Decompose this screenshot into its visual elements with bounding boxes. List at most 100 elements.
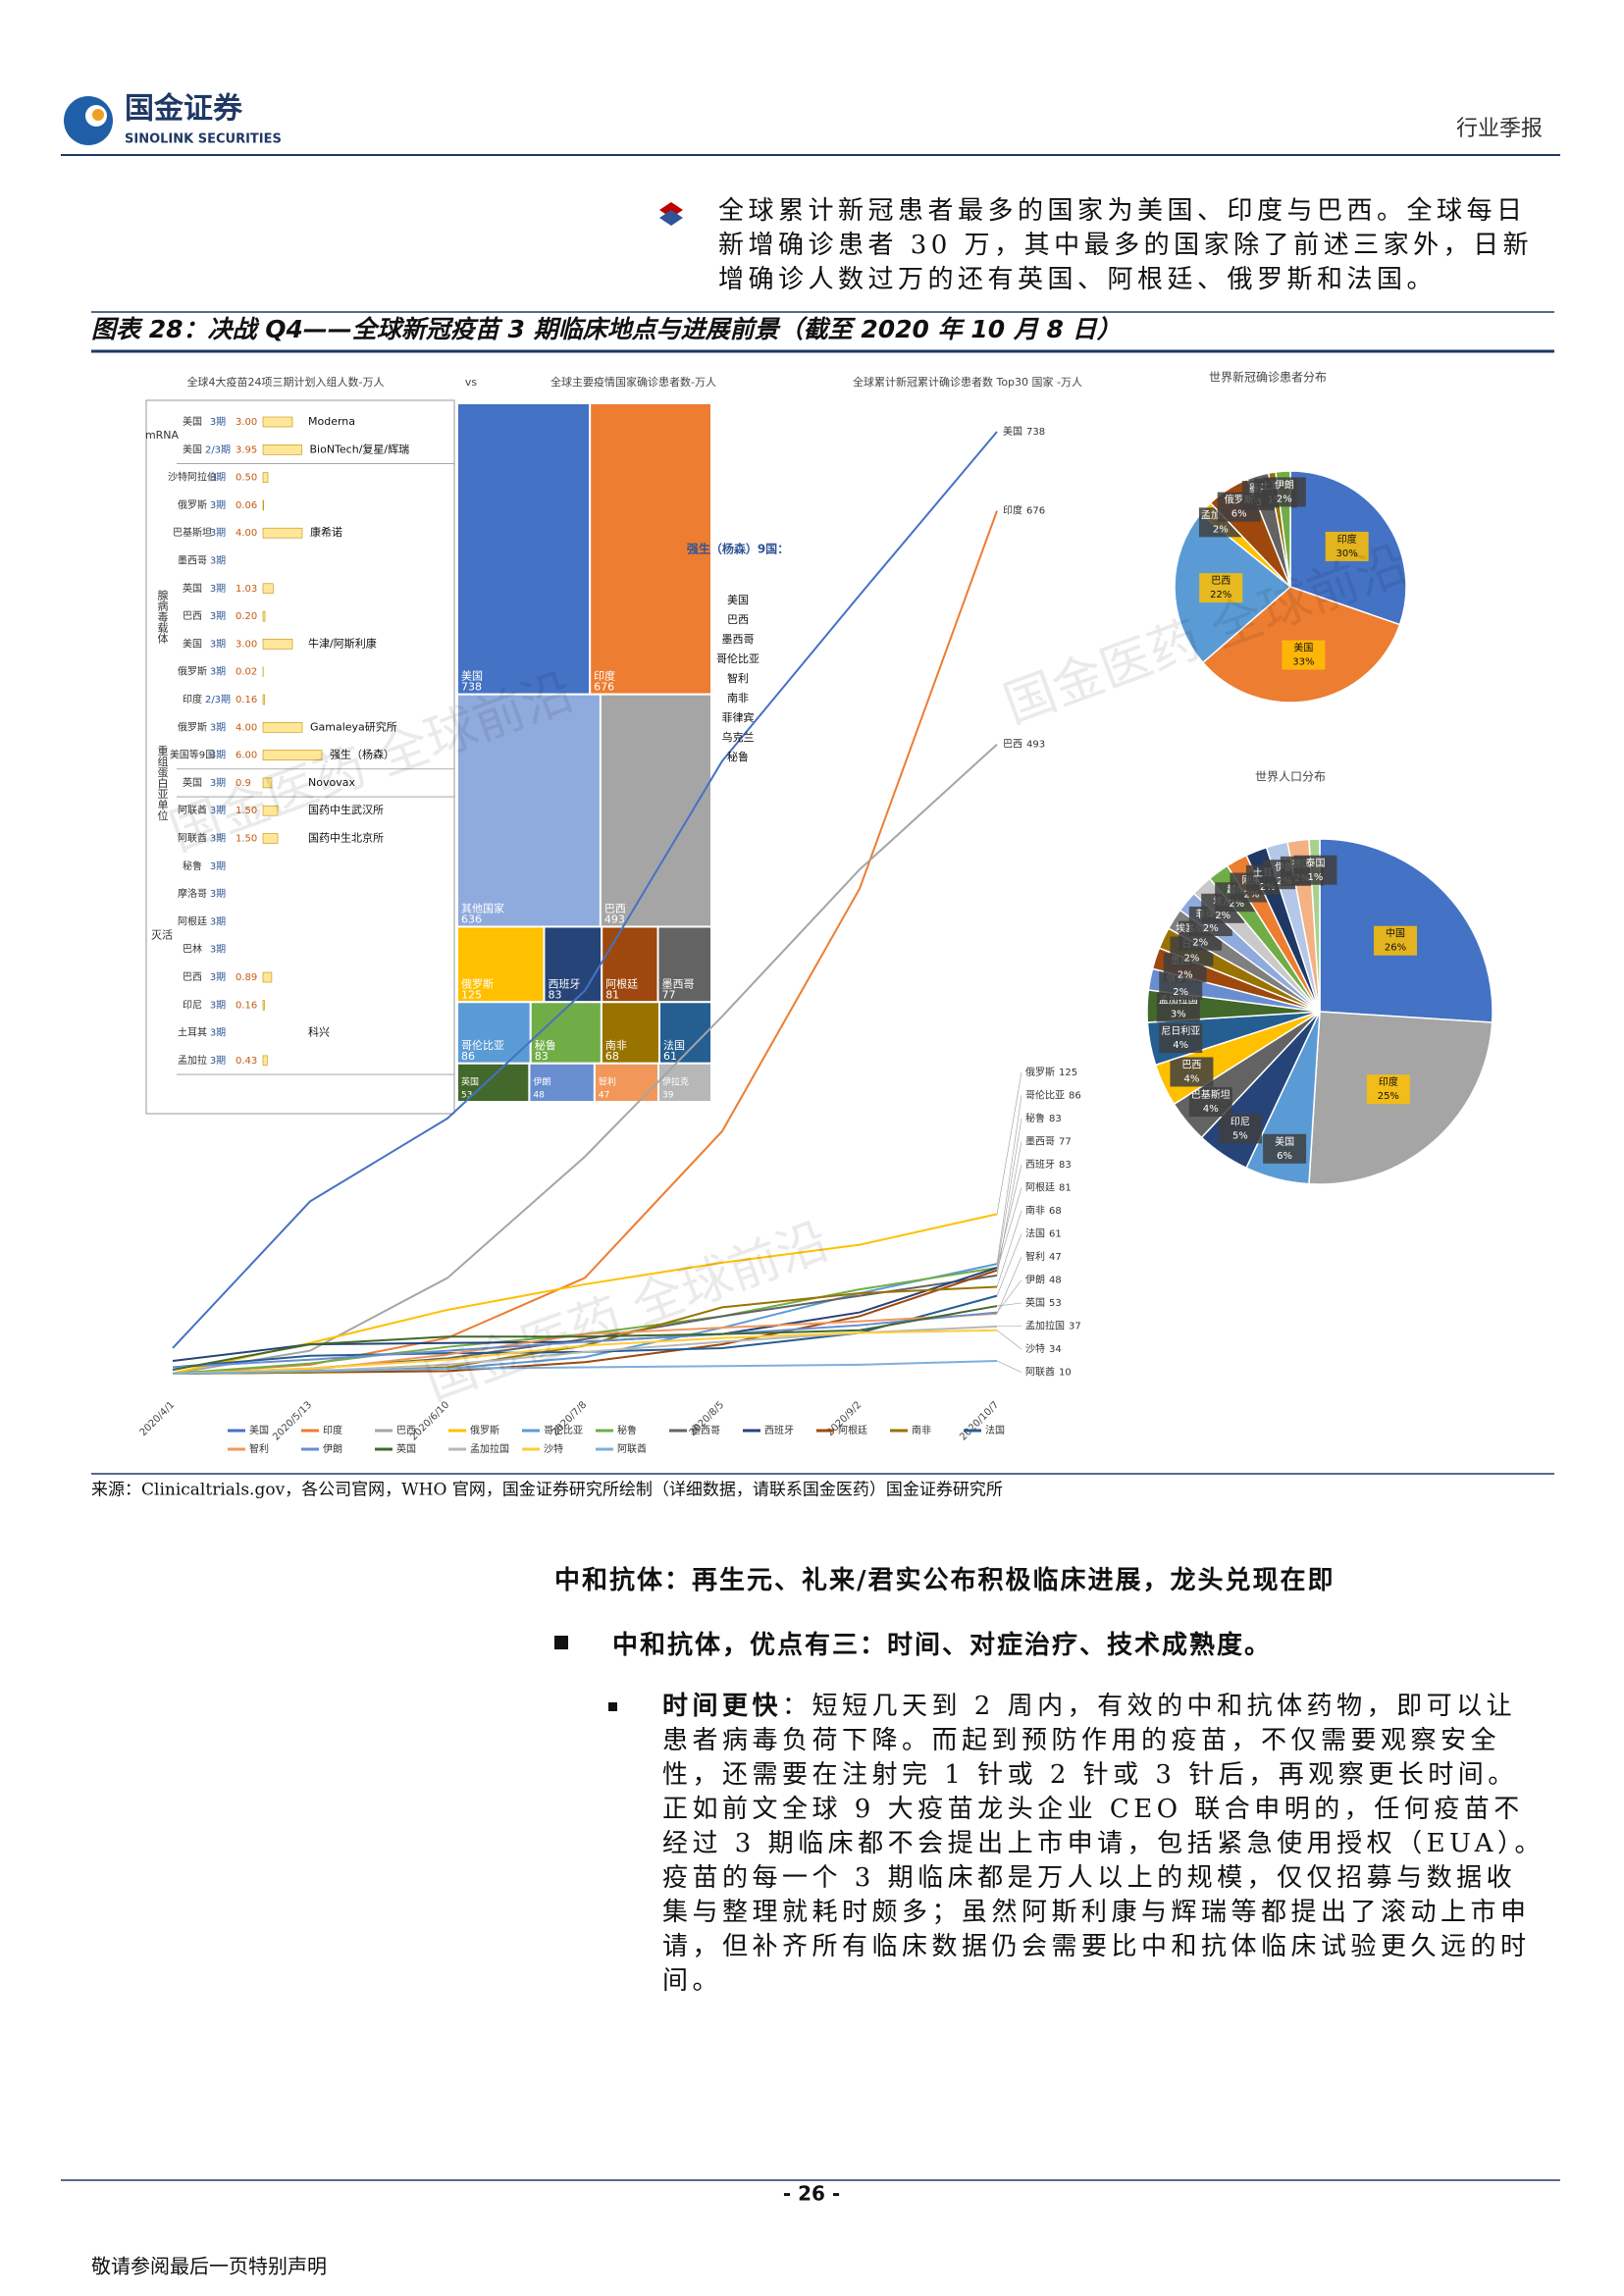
- annotation-country: 巴西: [727, 613, 749, 626]
- end-label-name: 哥伦比亚: [1025, 1089, 1065, 1102]
- slice-name: 印度: [1337, 533, 1357, 546]
- enrollment-bar: [262, 750, 323, 760]
- end-label-name: 墨西哥: [1025, 1136, 1055, 1148]
- slice-value: 30%: [1336, 548, 1358, 559]
- country: 阿联酋: [178, 832, 207, 845]
- treemap-label: 墨西哥: [662, 977, 695, 990]
- enrollment-bar: [262, 805, 279, 816]
- legend-label: 伊朗: [323, 1443, 342, 1455]
- end-label-name: 法国: [1025, 1227, 1045, 1240]
- enrollment-bar: [262, 777, 273, 789]
- legend-label: 美国: [249, 1424, 269, 1436]
- value-label: 3.95: [236, 444, 257, 455]
- legend-label: 阿联酋: [617, 1442, 647, 1455]
- series-line: [172, 1329, 998, 1375]
- company: Moderna: [308, 415, 355, 428]
- slice-name: 美国: [1275, 1135, 1294, 1148]
- enrollment-bar: [262, 416, 293, 428]
- treemap-value: 493: [604, 913, 625, 925]
- sub-point: 时间更快：短短几天到 2 周内，有效的中和抗体药物，即可以让患者病毒负荷下降。而…: [662, 1690, 1545, 1999]
- label-box: [1199, 573, 1243, 603]
- end-label-value: 738: [1026, 427, 1045, 438]
- phase: 3期: [210, 583, 226, 595]
- end-label-value: 125: [1059, 1068, 1077, 1078]
- enrollment-bar: [262, 472, 269, 483]
- end-label: 西班牙 83: [1025, 1159, 1072, 1171]
- watermark: 国金医药 全球前沿: [417, 1212, 836, 1412]
- label-box: [1366, 1074, 1410, 1105]
- value-label: 0.02: [236, 667, 257, 678]
- annotation-country: 美国: [727, 594, 749, 606]
- vs-label: vs: [465, 376, 478, 389]
- treemap-label: 法国: [663, 1038, 685, 1052]
- leader-line: [996, 1360, 1022, 1373]
- phase: 3期: [210, 1055, 226, 1067]
- treemap-value: 125: [461, 988, 482, 1001]
- label-box: [1282, 640, 1326, 670]
- leader-line: [996, 1164, 1022, 1269]
- end-label-value: 81: [1059, 1183, 1072, 1194]
- leader-line: [996, 1187, 1022, 1271]
- sub-bullet: [608, 1702, 617, 1711]
- value-label: 0.20: [236, 611, 257, 622]
- legend-label: 巴西: [396, 1425, 416, 1436]
- annotation-title: 强生（杨森）9国：: [687, 542, 789, 556]
- disclaimer: 敬请参阅最后一页特别声明: [91, 2255, 327, 2278]
- slice-value: 2%: [1244, 890, 1260, 901]
- country: 美国: [183, 443, 202, 455]
- label-box: [1263, 1133, 1307, 1164]
- treemap-value: 77: [662, 988, 676, 1001]
- company: BioNTech/复星/辉瑞: [310, 442, 410, 455]
- treemap-cell: [456, 693, 602, 928]
- treemap-value: 86: [461, 1050, 475, 1063]
- end-label-value: 53: [1049, 1298, 1062, 1309]
- legend-label: 南非: [912, 1424, 931, 1436]
- leader-line: [996, 1233, 1022, 1296]
- country: 摩洛哥: [178, 887, 207, 900]
- phase: 3期: [210, 638, 226, 650]
- treemap-label: 印度: [594, 669, 615, 683]
- end-label-name: 南非: [1025, 1204, 1045, 1217]
- treemap-value: 47: [599, 1091, 609, 1101]
- enrollment-bar: [262, 694, 265, 705]
- country: 阿联酋: [178, 804, 207, 816]
- intro-text: 全球累计新冠患者最多的国家为美国、印度与巴西。全球每日新增确诊患者 30 万，其…: [718, 196, 1534, 294]
- treemap-cell: [528, 1062, 596, 1103]
- value-label: 1.50: [236, 834, 257, 845]
- country: 俄罗斯: [178, 720, 207, 733]
- end-label-value: 676: [1026, 506, 1045, 517]
- label-box: [1188, 1086, 1232, 1117]
- end-label: 阿根廷 81: [1025, 1181, 1072, 1194]
- end-label: 印度 676: [1003, 504, 1045, 517]
- slice-value: 4%: [1203, 1104, 1219, 1115]
- end-label: 沙特 34: [1025, 1343, 1062, 1355]
- legend-label: 墨西哥: [691, 1425, 720, 1436]
- end-label-value: 10: [1059, 1368, 1072, 1379]
- treemap-cell: [593, 1062, 659, 1103]
- end-label-value: 83: [1049, 1114, 1062, 1124]
- company: 科兴: [308, 1025, 330, 1039]
- end-label-name: 阿联酋: [1025, 1366, 1055, 1379]
- end-label: 秘鲁 83: [1025, 1112, 1062, 1124]
- phase: 3期: [210, 527, 226, 539]
- value-label: 3.00: [236, 639, 257, 650]
- phase: 3期: [210, 915, 226, 927]
- slice-value: 2%: [1183, 954, 1199, 965]
- legend-label: 秘鲁: [617, 1424, 637, 1436]
- treemap-value: 83: [548, 988, 561, 1001]
- end-label-value: 68: [1049, 1206, 1062, 1217]
- slice-value: 25%: [1378, 1091, 1399, 1102]
- end-label: 孟加拉国 37: [1025, 1320, 1081, 1332]
- leader-line: [996, 1302, 1022, 1307]
- slice-value: 4%: [1183, 1073, 1199, 1084]
- table-frame: [145, 399, 455, 1115]
- slice-value: 33%: [1292, 657, 1314, 668]
- end-label-value: 47: [1049, 1252, 1062, 1263]
- enrollment-bar: [262, 639, 293, 650]
- phase: 3期: [210, 861, 226, 872]
- end-label-name: 西班牙: [1025, 1159, 1055, 1171]
- treemap-label: 南非: [605, 1039, 627, 1052]
- figure-title: 图表 28：决战 Q4——全球新冠疫苗 3 期临床地点与进展前景（截至 2020…: [91, 315, 1122, 343]
